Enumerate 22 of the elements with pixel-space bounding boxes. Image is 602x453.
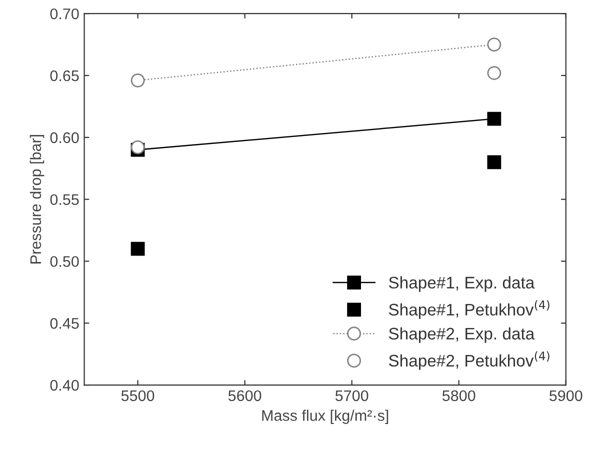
y-tick-label: 0.60 xyxy=(50,132,79,144)
y-tick-label: 0.55 xyxy=(50,194,79,206)
y-axis-title: Pressure drop [bar] xyxy=(30,135,44,264)
legend-label: Shape#2, Petukhov$^{(4)}$ xyxy=(388,351,550,370)
x-axis-title: Mass flux [kg/m²·s] xyxy=(262,410,388,424)
point xyxy=(130,242,145,256)
point xyxy=(487,155,502,170)
legend-label: Shape#1, Petukhov$^{(4)}$ xyxy=(388,300,550,319)
x-tick-label: 5500 xyxy=(121,390,154,402)
y-tick-label: 0.70 xyxy=(50,8,79,20)
x-tick-label: 5900 xyxy=(550,390,582,402)
point xyxy=(487,112,502,126)
legend-label: Shape#2, Exp. data xyxy=(388,327,535,343)
y-tick-label: 0.40 xyxy=(50,380,79,391)
y-tick-label: 0.50 xyxy=(50,256,79,267)
x-tick-label: 5600 xyxy=(228,390,262,402)
x-tick-label: 5800 xyxy=(442,390,476,402)
y-tick-label: 0.65 xyxy=(50,70,79,82)
x-tick-label: 5700 xyxy=(335,390,368,402)
point xyxy=(130,140,145,154)
y-tick-label: 0.45 xyxy=(50,318,79,329)
legend-label: Shape#1, Exp. data xyxy=(388,276,535,292)
